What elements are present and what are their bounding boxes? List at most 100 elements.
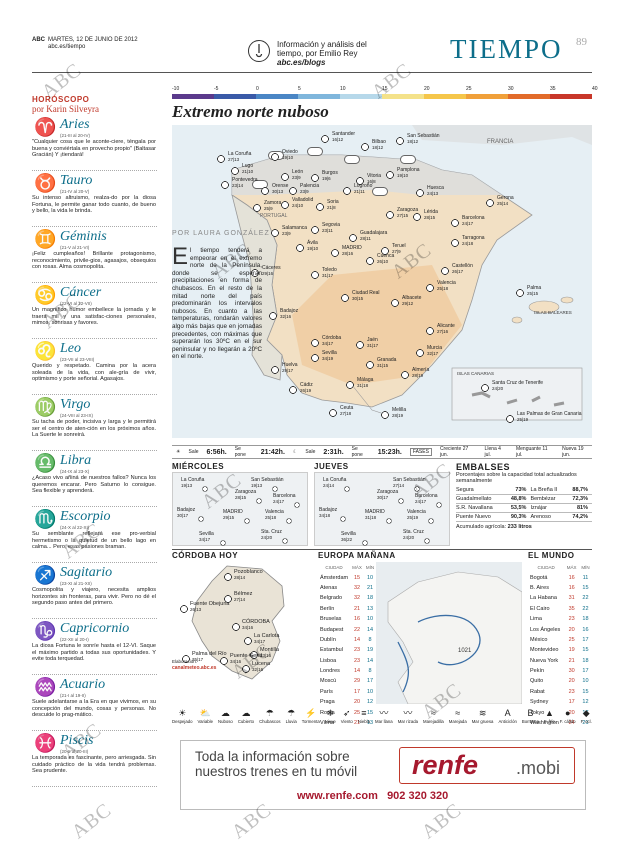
- city-name: Sevilla: [199, 531, 214, 537]
- sun-icon: [354, 339, 366, 351]
- mini-city: Sta. Cruz 24|20: [261, 529, 282, 540]
- map-city: Huesca 24|13: [427, 185, 444, 196]
- map-city: Jaén 31|17: [367, 337, 378, 348]
- sun-icon: [287, 185, 299, 197]
- city-temps: 30|15: [352, 296, 364, 301]
- city-name: Oviedo: [282, 149, 298, 155]
- marejada-icon: ≈: [455, 708, 461, 718]
- city-name: Salamanca: [282, 225, 308, 231]
- sun-icon: [259, 185, 271, 197]
- embalse-cell: 53,5%: [504, 503, 531, 513]
- sign-name: Leo: [60, 341, 81, 356]
- table-cell: 32: [353, 584, 361, 591]
- table-cell: 17: [582, 709, 589, 716]
- city-name: Zaragoza: [235, 489, 257, 495]
- ad-url-phone[interactable]: www.renfe.com 902 320 320: [297, 790, 448, 802]
- city-temps: 27|18: [340, 411, 352, 416]
- sun-icon: [379, 409, 391, 421]
- accumulated-value: 233 litros: [507, 524, 532, 530]
- sun-icon: [269, 227, 281, 239]
- city-temps: 18|12: [407, 139, 419, 144]
- sign-text: Su semblante reflejará ese pro-verbial h…: [32, 531, 156, 550]
- city-temps: 27|14: [234, 597, 246, 602]
- city-temps: 32|16: [280, 314, 292, 319]
- ad-url[interactable]: www.renfe.com: [297, 790, 378, 802]
- city-name: La Carlota: [254, 633, 280, 639]
- mini-city: San Sebastián 19|13: [251, 477, 284, 488]
- header-site[interactable]: abc.es/tiempo: [48, 44, 86, 50]
- table-header: CIUDAD: [325, 564, 343, 570]
- embalse-row: Puente Nuevo 90,3% Arenoso 74,2%: [456, 512, 592, 522]
- sun-icon: [504, 413, 516, 425]
- map-city: Cáceres 29|16: [262, 265, 281, 276]
- table-cell: 10: [366, 574, 374, 581]
- symbol-item: ≈ Marejada: [449, 708, 467, 730]
- sun-icon: [359, 141, 371, 153]
- mini-city: Sta. Cruz 24|20: [403, 529, 424, 540]
- moon-icon: ☾: [292, 449, 298, 455]
- city-temps: 27|16: [437, 329, 449, 334]
- escorpio-glyph-icon: ♏: [34, 509, 57, 529]
- city-name: Guadalajara: [360, 230, 388, 236]
- city-name: Orense: [272, 183, 289, 189]
- table-cell: Ámsterdam: [320, 574, 349, 581]
- header-blog-link[interactable]: abc.es/blogs: [277, 58, 326, 67]
- table-cell: 18: [366, 595, 374, 602]
- mini-city: MADRID 31|18: [365, 509, 385, 520]
- embalse-cell: 74,2%: [566, 512, 592, 522]
- nuboso-icon: ☁: [220, 708, 230, 718]
- table-cell: 10: [366, 688, 374, 695]
- table-cell: Tokyo: [530, 709, 545, 716]
- city-temps: 24|20: [492, 386, 504, 391]
- table-row: Lisboa 23 14: [318, 656, 376, 666]
- map-city: Badajoz 32|16: [280, 308, 298, 319]
- city-name: Ávila: [307, 240, 318, 246]
- table-cell: 22: [582, 595, 589, 602]
- table-cell: Los Ángeles: [530, 626, 561, 633]
- city-name: La Coruña: [323, 477, 347, 483]
- sagitario-glyph-icon: ♐: [34, 565, 57, 585]
- city-name: Cádiz: [300, 382, 313, 388]
- table-row: Atenas 32 21: [318, 583, 376, 593]
- embalse-cell: 90,3%: [504, 512, 531, 522]
- credit-link[interactable]: canalmeteo.abc.es: [172, 665, 217, 671]
- city-name: Murcia: [427, 345, 443, 351]
- city-temps: 36|22: [341, 537, 353, 542]
- city-name: Granada: [377, 357, 397, 363]
- cordoba-city: CÓRDOBA 34|16: [242, 619, 270, 630]
- sun-icon: [280, 536, 290, 546]
- horoscope-sign: ♊ Géminis (21-V al 21-VI) ¡Feliz cumpleaños…: [32, 229, 157, 283]
- table-cell: 14: [366, 657, 374, 664]
- drop-cap: E: [172, 243, 189, 270]
- embalse-row: Guadalmellato 48,8% Bembézar 72,3%: [456, 494, 592, 504]
- city-temps: 33|16: [260, 653, 272, 658]
- table-cell: 12: [366, 699, 374, 706]
- symbol-item: A Anticiclón: [498, 708, 516, 730]
- table-cell: 20: [353, 699, 361, 706]
- f-fr-o-icon: ▲: [544, 708, 554, 718]
- table-cell: 8: [368, 636, 372, 643]
- sun-icon: [327, 407, 339, 419]
- city-temps: 34|16: [230, 659, 242, 664]
- horoscope-sign: ♒ Acuario (21-I al 19-II) Suele adelantarse…: [32, 677, 157, 731]
- city-name: Huesca: [427, 185, 444, 191]
- embalse-cell: Segura: [456, 486, 505, 495]
- sun-icon: [484, 197, 496, 209]
- sign-dates: (23-XI al 21-XII): [60, 581, 92, 586]
- table-cell: 17: [582, 636, 589, 643]
- renfe-advertisement[interactable]: Toda la información sobre nuestros trene…: [180, 740, 586, 810]
- sun-icon: [414, 347, 426, 359]
- main-headline: Extremo norte nuboso: [172, 102, 329, 121]
- city-name: Palencia: [300, 183, 320, 189]
- svg-text:1021: 1021: [458, 648, 472, 654]
- map-city: Ciudad Real 30|15: [352, 290, 380, 301]
- moonset-time: 15:23h.: [377, 448, 402, 456]
- sign-dates: (22-VI al 22-VII): [60, 301, 92, 306]
- legend-tick-label: 15: [382, 86, 388, 92]
- legend-tick-label: 20: [424, 86, 430, 92]
- symbol-item: ☁ Cubierto: [238, 708, 254, 730]
- horoscope-sign: ♎ Libra (24-IX al 23-X) ¿Acaso vivo añiná d…: [32, 453, 157, 507]
- header-meta: ABC MARTES, 12 DE JUNIO DE 2012 abc.es/ti…: [32, 37, 138, 51]
- table-cell: 15: [582, 688, 589, 695]
- city-name: Lugo: [242, 163, 254, 169]
